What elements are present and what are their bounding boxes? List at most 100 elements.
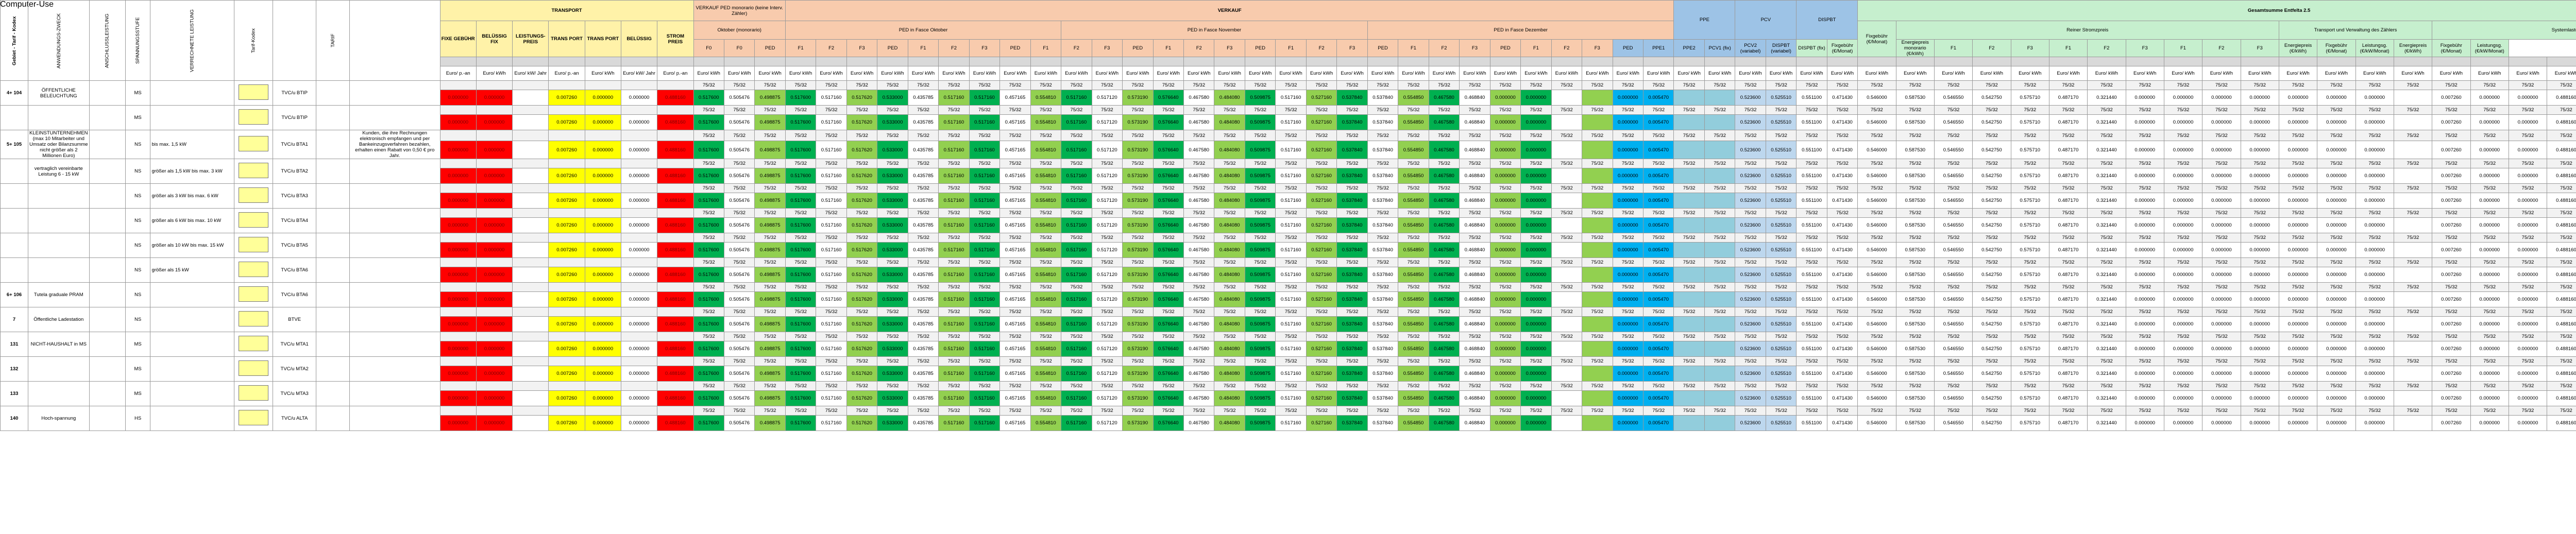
data-cell[interactable]: 0.533000 bbox=[877, 291, 908, 307]
data-cell[interactable]: 75/32 bbox=[2125, 105, 2164, 115]
data-cell[interactable]: 0.435785 bbox=[907, 217, 939, 233]
data-cell[interactable]: 75/32 bbox=[2317, 130, 2356, 141]
data-cell[interactable]: 0.525510 bbox=[1765, 168, 1797, 184]
data-cell[interactable]: 75/32 bbox=[907, 282, 939, 292]
data-cell[interactable] bbox=[548, 356, 585, 366]
data-cell[interactable]: 75/32 bbox=[1091, 356, 1123, 366]
data-cell[interactable]: 75/32 bbox=[816, 208, 847, 218]
data-cell[interactable]: 75/32 bbox=[1826, 406, 1858, 416]
data-cell[interactable]: 0.321440 bbox=[2087, 291, 2126, 307]
data-cell[interactable]: 75/32 bbox=[1183, 183, 1215, 193]
data-cell[interactable]: 75/32 bbox=[999, 80, 1031, 90]
data-cell[interactable]: 0.517120 bbox=[1091, 242, 1123, 258]
data-cell[interactable]: 0.487170 bbox=[2048, 217, 2088, 233]
data-cell[interactable] bbox=[439, 406, 477, 416]
data-cell[interactable]: 75/32 bbox=[2048, 159, 2088, 168]
data-cell[interactable]: 75/32 bbox=[877, 233, 908, 243]
data-cell[interactable]: 75/32 bbox=[2087, 208, 2126, 218]
data-cell[interactable]: 0.517160 bbox=[969, 242, 1001, 258]
data-cell[interactable]: 0.546000 bbox=[1857, 390, 1896, 406]
unit-cell[interactable]: Euro/ kWh bbox=[1642, 66, 1674, 81]
data-cell[interactable]: 75/32 bbox=[969, 356, 1001, 366]
cell[interactable] bbox=[316, 183, 350, 209]
data-cell[interactable]: 75/32 bbox=[2470, 183, 2509, 193]
data-cell[interactable]: 0.551100 bbox=[1796, 341, 1827, 357]
data-cell[interactable]: 75/32 bbox=[2547, 381, 2576, 391]
data-cell[interactable]: 0.527160 bbox=[1306, 366, 1337, 382]
data-cell[interactable]: 0.517600 bbox=[693, 390, 724, 406]
data-cell[interactable]: 75/32 bbox=[2393, 208, 2433, 218]
data-cell[interactable]: 75/32 bbox=[2393, 332, 2433, 341]
data-cell[interactable]: 75/32 bbox=[2240, 307, 2279, 317]
data-cell[interactable]: 75/32 bbox=[877, 159, 908, 168]
data-cell[interactable]: 0.546550 bbox=[1934, 267, 1973, 283]
data-cell[interactable]: 75/32 bbox=[2087, 406, 2126, 416]
data-cell[interactable] bbox=[657, 282, 694, 292]
data-cell[interactable]: 75/32 bbox=[1520, 183, 1552, 193]
data-cell[interactable]: 75/32 bbox=[2087, 356, 2126, 366]
data-cell[interactable]: 75/32 bbox=[1642, 233, 1674, 243]
unit-cell[interactable]: Euro/ kWh bbox=[2048, 66, 2088, 81]
data-cell[interactable]: 75/32 bbox=[2010, 183, 2049, 193]
data-cell[interactable]: 75/32 bbox=[754, 332, 786, 341]
data-cell[interactable]: 75/32 bbox=[1673, 183, 1705, 193]
data-cell[interactable]: 75/32 bbox=[754, 183, 786, 193]
data-cell[interactable]: 0.517160 bbox=[938, 90, 970, 106]
data-cell[interactable]: 0.517600 bbox=[693, 415, 724, 431]
code-header[interactable]: F1 bbox=[785, 39, 817, 57]
code-header[interactable]: F2 bbox=[1428, 39, 1460, 57]
data-cell[interactable]: 75/32 bbox=[2508, 356, 2548, 366]
data-cell[interactable] bbox=[512, 141, 549, 159]
data-cell[interactable]: 75/32 bbox=[999, 130, 1031, 141]
data-cell[interactable]: 0.000000 bbox=[2240, 366, 2279, 382]
data-cell[interactable]: 0.517600 bbox=[693, 90, 724, 106]
separator-cell[interactable] bbox=[846, 57, 878, 66]
separator-cell[interactable] bbox=[476, 57, 513, 66]
group-ppe[interactable]: PPE bbox=[1673, 0, 1736, 40]
data-cell[interactable]: 75/32 bbox=[723, 80, 755, 90]
data-cell[interactable]: 0.517620 bbox=[846, 90, 878, 106]
data-cell[interactable]: 75/32 bbox=[938, 233, 970, 243]
row-verr[interactable] bbox=[150, 381, 234, 406]
data-cell[interactable]: 0.509875 bbox=[1244, 242, 1276, 258]
data-cell[interactable] bbox=[1673, 242, 1705, 258]
data-cell[interactable]: 75/32 bbox=[1934, 332, 1973, 341]
data-cell[interactable]: 0.471430 bbox=[1826, 390, 1858, 406]
data-cell[interactable]: 75/32 bbox=[1796, 159, 1827, 168]
data-cell[interactable]: 75/32 bbox=[2048, 105, 2088, 115]
data-cell[interactable]: 75/32 bbox=[1336, 130, 1368, 141]
data-cell[interactable]: 0.517600 bbox=[785, 316, 817, 332]
data-cell[interactable]: 75/32 bbox=[693, 356, 724, 366]
data-cell[interactable]: 0.467580 bbox=[1183, 114, 1215, 130]
data-cell[interactable]: 75/32 bbox=[2278, 356, 2318, 366]
data-cell[interactable] bbox=[2393, 415, 2433, 431]
data-cell[interactable]: 0.471430 bbox=[1826, 217, 1858, 233]
data-cell[interactable] bbox=[1582, 291, 1613, 307]
data-cell[interactable]: 0.537840 bbox=[1367, 168, 1399, 184]
data-cell[interactable] bbox=[584, 257, 621, 267]
unit-cell[interactable]: Euro/ kWh bbox=[1244, 66, 1276, 81]
data-cell[interactable]: 75/32 bbox=[1735, 183, 1766, 193]
header-anwendungszweck[interactable]: ANWENDUNGS-ZWECK bbox=[28, 0, 90, 81]
data-cell[interactable] bbox=[1582, 90, 1613, 106]
data-cell[interactable]: 0.000000 bbox=[1520, 267, 1552, 283]
data-cell[interactable]: 0.000000 bbox=[1520, 316, 1552, 332]
data-cell[interactable]: 0.007260 bbox=[2432, 114, 2471, 130]
code-header[interactable]: F3 bbox=[1459, 39, 1490, 57]
data-cell[interactable]: 0.000000 bbox=[2278, 242, 2318, 258]
row-code[interactable]: 131 bbox=[0, 332, 29, 357]
unit-cell[interactable]: Euro/ kWh bbox=[1673, 66, 1705, 81]
data-cell[interactable]: 0.587530 bbox=[1895, 141, 1935, 159]
data-cell[interactable]: 75/32 bbox=[1582, 406, 1613, 416]
data-cell[interactable] bbox=[1582, 390, 1613, 406]
cell[interactable] bbox=[316, 257, 350, 283]
data-cell[interactable]: 75/32 bbox=[1244, 130, 1276, 141]
data-cell[interactable]: 75/32 bbox=[2393, 257, 2433, 267]
data-cell[interactable]: 75/32 bbox=[1275, 356, 1307, 366]
data-cell[interactable] bbox=[657, 381, 694, 391]
row-power[interactable] bbox=[89, 80, 126, 106]
data-cell[interactable]: 0.488160 bbox=[657, 217, 694, 233]
data-cell[interactable] bbox=[476, 105, 513, 115]
data-cell[interactable]: 0.000000 bbox=[2355, 141, 2394, 159]
row-purpose[interactable] bbox=[28, 381, 90, 406]
